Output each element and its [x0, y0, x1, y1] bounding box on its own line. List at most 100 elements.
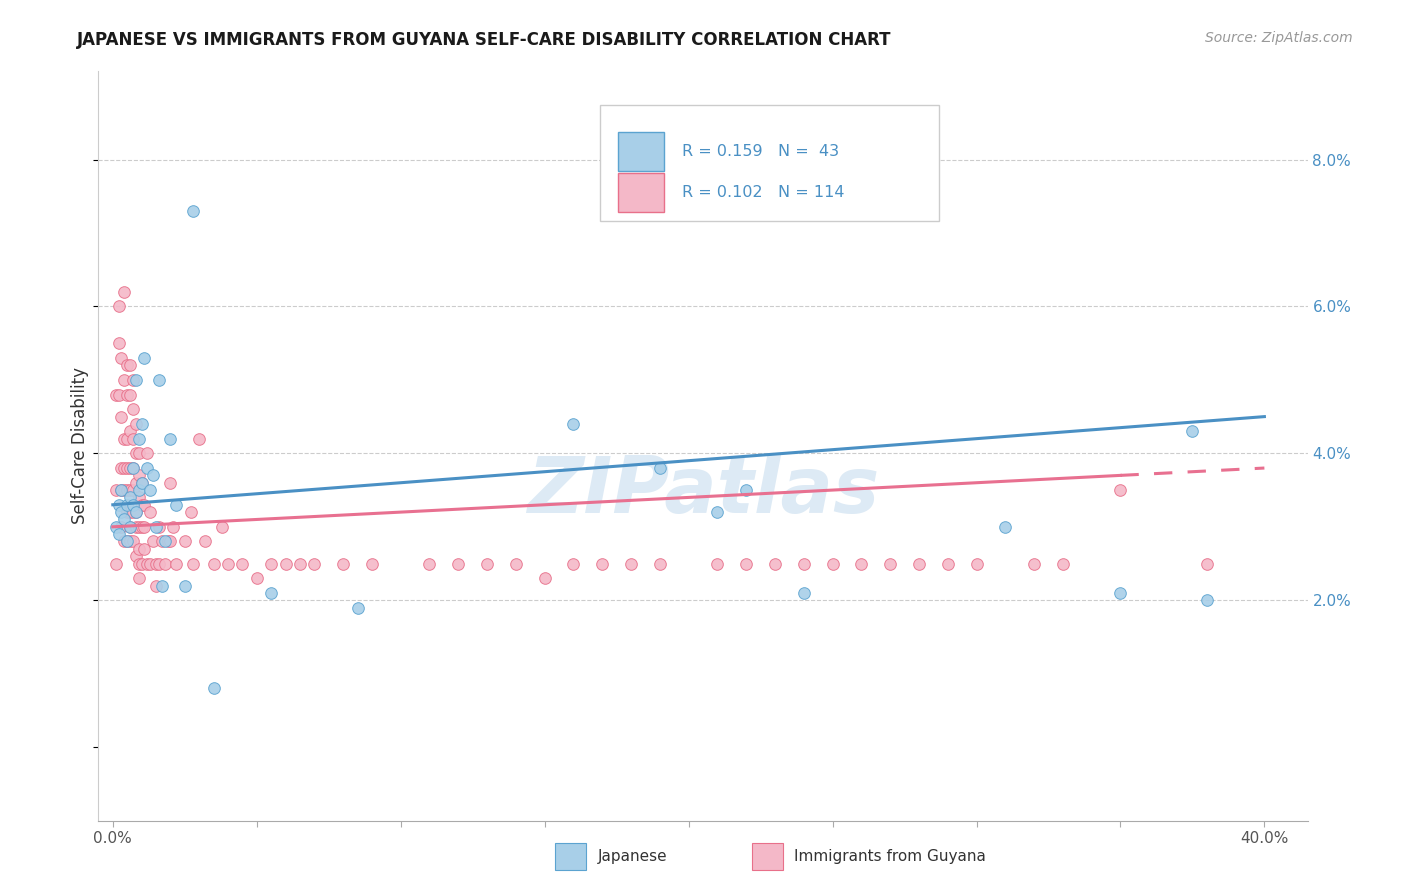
Point [107, 300, 129, 314]
Point [125, 373, 148, 387]
Point [104, 520, 127, 534]
Point [648, 557, 671, 571]
Point [173, 534, 195, 549]
Point [110, 483, 132, 497]
Point [115, 505, 138, 519]
Point [231, 557, 253, 571]
Point [128, 468, 150, 483]
Point [793, 557, 815, 571]
Point [107, 336, 129, 351]
Text: R = 0.159   N =  43: R = 0.159 N = 43 [682, 144, 839, 159]
Point [115, 461, 138, 475]
Point [128, 541, 150, 556]
Point [104, 557, 127, 571]
Point [110, 483, 132, 497]
Point [246, 571, 269, 585]
Point [115, 498, 138, 512]
Point [110, 461, 132, 475]
Point [346, 600, 368, 615]
Point [131, 520, 153, 534]
Point [821, 557, 844, 571]
Point [134, 498, 156, 512]
Point [112, 432, 135, 446]
Point [533, 571, 555, 585]
Point [125, 475, 148, 490]
Point [128, 491, 150, 505]
Point [122, 402, 145, 417]
Point [128, 520, 150, 534]
Point [142, 468, 165, 483]
Text: Source: ZipAtlas.com: Source: ZipAtlas.com [1205, 31, 1353, 45]
Point [122, 461, 145, 475]
Point [125, 505, 148, 519]
Point [1109, 586, 1132, 600]
Text: ZIPatlas: ZIPatlas [527, 453, 879, 529]
Point [120, 491, 142, 505]
Point [202, 557, 225, 571]
Point [217, 557, 239, 571]
Point [1022, 557, 1045, 571]
Point [150, 534, 173, 549]
Point [122, 505, 145, 519]
Point [447, 557, 470, 571]
Y-axis label: Self-Care Disability: Self-Care Disability [70, 368, 89, 524]
Point [120, 520, 142, 534]
Text: Japanese: Japanese [598, 849, 668, 863]
Point [125, 549, 148, 564]
Point [120, 534, 142, 549]
Point [110, 505, 132, 519]
Point [110, 409, 132, 424]
Point [104, 483, 127, 497]
Point [112, 285, 135, 299]
Point [122, 432, 145, 446]
Point [562, 557, 585, 571]
Point [936, 557, 959, 571]
Point [763, 557, 786, 571]
Point [879, 557, 901, 571]
Point [153, 534, 176, 549]
Point [122, 461, 145, 475]
Point [148, 373, 170, 387]
Point [115, 534, 138, 549]
Point [112, 483, 135, 497]
Text: R = 0.102   N = 114: R = 0.102 N = 114 [682, 185, 845, 200]
Point [966, 557, 988, 571]
Point [110, 351, 132, 365]
Point [120, 461, 142, 475]
Point [994, 520, 1017, 534]
Point [274, 557, 297, 571]
Point [188, 432, 211, 446]
Point [1181, 425, 1204, 439]
Point [505, 557, 527, 571]
Point [115, 387, 138, 401]
Point [418, 557, 440, 571]
Point [851, 557, 873, 571]
Point [136, 446, 159, 460]
Point [148, 520, 170, 534]
Point [648, 461, 671, 475]
Point [112, 373, 135, 387]
Point [156, 534, 179, 549]
Point [145, 520, 167, 534]
Point [115, 534, 138, 549]
Point [125, 417, 148, 431]
FancyBboxPatch shape [600, 105, 939, 221]
Point [145, 557, 167, 571]
Point [136, 557, 159, 571]
Point [125, 505, 148, 519]
Point [908, 557, 931, 571]
Point [145, 578, 167, 592]
Point [128, 432, 150, 446]
Point [115, 432, 138, 446]
Point [125, 520, 148, 534]
Bar [619, 173, 664, 211]
Point [120, 387, 142, 401]
Point [183, 557, 205, 571]
Point [165, 498, 187, 512]
Point [706, 557, 728, 571]
Point [260, 557, 283, 571]
Point [128, 571, 150, 585]
Point [131, 498, 153, 512]
Point [260, 586, 283, 600]
Point [122, 483, 145, 497]
